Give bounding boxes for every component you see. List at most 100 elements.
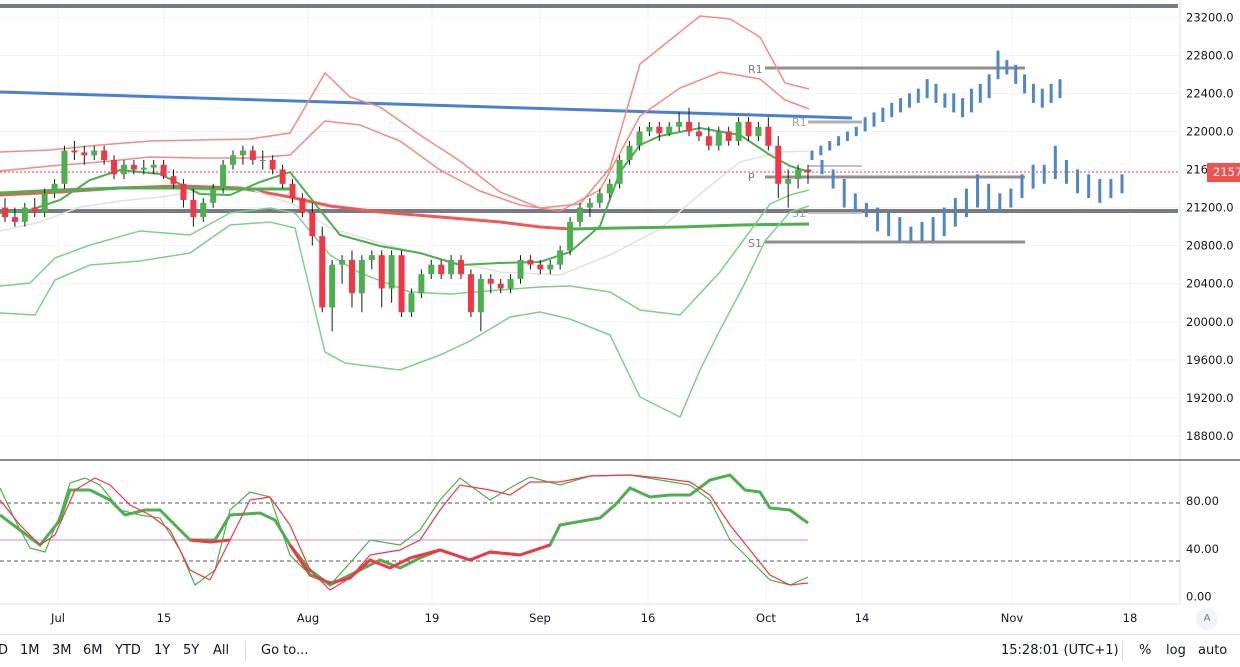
candle[interactable]	[567, 217, 574, 256]
candle[interactable]	[150, 160, 157, 175]
candle[interactable]	[41, 188, 48, 218]
candle[interactable]	[111, 155, 118, 180]
candle[interactable]	[160, 160, 167, 180]
candle[interactable]	[269, 155, 276, 175]
candle-body	[527, 259, 534, 265]
candle[interactable]	[279, 164, 286, 189]
range-all-button[interactable]: All	[213, 643, 230, 658]
candlestick-series[interactable]	[2, 107, 811, 332]
candle[interactable]	[666, 121, 673, 137]
candle[interactable]	[309, 202, 316, 246]
candle[interactable]	[576, 202, 583, 227]
range-5y-button[interactable]: 5Y	[183, 643, 200, 658]
range-6m-button[interactable]: 6M	[83, 643, 103, 658]
candle[interactable]	[636, 126, 643, 151]
candle[interactable]	[517, 255, 524, 284]
candle[interactable]	[795, 164, 802, 189]
candle[interactable]	[725, 126, 732, 146]
candle[interactable]	[547, 259, 554, 275]
candle[interactable]	[596, 188, 603, 208]
candle[interactable]	[755, 121, 762, 141]
candle[interactable]	[467, 269, 474, 318]
candle[interactable]	[130, 160, 137, 175]
candle[interactable]	[368, 250, 375, 270]
candle[interactable]	[319, 226, 326, 313]
candle[interactable]	[120, 160, 127, 180]
candle[interactable]	[735, 117, 742, 146]
candle[interactable]	[180, 179, 187, 208]
chart-canvas[interactable]: R1 R1 P S1 S1 23200.0 22800.0 22400.0 22000…	[0, 0, 1240, 634]
candle[interactable]	[220, 160, 227, 194]
range-1d-button[interactable]: D	[0, 643, 9, 658]
candle[interactable]	[418, 269, 425, 298]
range-3m-button[interactable]: 3M	[52, 643, 72, 658]
goto-date-button[interactable]: Go to...	[261, 643, 309, 658]
log-scale-toggle[interactable]: log	[1166, 643, 1186, 658]
candle[interactable]	[458, 255, 465, 279]
range-1m-button[interactable]: 1M	[20, 643, 40, 658]
candle[interactable]	[61, 145, 68, 189]
candle[interactable]	[358, 255, 365, 313]
candle[interactable]	[2, 198, 8, 222]
candle[interactable]	[686, 107, 693, 137]
candle[interactable]	[11, 207, 18, 227]
candle[interactable]	[805, 164, 811, 184]
candle[interactable]	[477, 274, 484, 332]
range-ytd-button[interactable]: YTD	[115, 643, 141, 658]
candle[interactable]	[71, 140, 78, 161]
candle[interactable]	[190, 188, 197, 227]
candle[interactable]	[715, 126, 722, 151]
candle-body	[230, 155, 237, 165]
candle[interactable]	[656, 121, 663, 141]
candle[interactable]	[31, 198, 38, 218]
candle[interactable]	[230, 150, 237, 170]
candle[interactable]	[170, 169, 177, 189]
candle[interactable]	[775, 136, 782, 199]
candle[interactable]	[140, 160, 147, 175]
candle[interactable]	[91, 145, 98, 161]
candle[interactable]	[289, 179, 296, 203]
candle[interactable]	[785, 169, 792, 208]
candle[interactable]	[339, 255, 346, 284]
percent-scale-toggle[interactable]: %	[1139, 643, 1152, 658]
candle[interactable]	[616, 155, 623, 189]
candle[interactable]	[299, 193, 306, 218]
candle[interactable]	[695, 121, 702, 141]
candle[interactable]	[388, 250, 395, 303]
candle[interactable]	[259, 150, 266, 170]
candle[interactable]	[438, 259, 445, 279]
candle[interactable]	[448, 255, 455, 279]
candle[interactable]	[21, 202, 28, 227]
candle[interactable]	[765, 117, 772, 151]
candle[interactable]	[249, 145, 256, 165]
candle[interactable]	[527, 255, 534, 270]
candle[interactable]	[239, 145, 246, 165]
candle[interactable]	[676, 112, 683, 132]
candle[interactable]	[378, 250, 385, 308]
candle[interactable]	[606, 179, 613, 199]
candle[interactable]	[586, 198, 593, 218]
candle[interactable]	[210, 183, 217, 208]
candle[interactable]	[101, 145, 108, 165]
candle[interactable]	[497, 278, 504, 294]
candle[interactable]	[705, 126, 712, 151]
candle[interactable]	[81, 145, 88, 165]
candle[interactable]	[507, 274, 514, 294]
candle[interactable]	[348, 250, 355, 308]
candle[interactable]	[537, 259, 544, 275]
auto-scale-badge[interactable]: A	[1196, 608, 1218, 630]
candle[interactable]	[51, 179, 58, 199]
candle[interactable]	[200, 198, 207, 222]
candle[interactable]	[646, 121, 653, 137]
candle[interactable]	[745, 117, 752, 141]
candle[interactable]	[428, 259, 435, 279]
candle[interactable]	[408, 288, 415, 318]
candle[interactable]	[557, 245, 564, 270]
candle[interactable]	[626, 140, 633, 165]
candle[interactable]	[487, 274, 494, 294]
clock-timezone[interactable]: 15:28:01 (UTC+1)	[1001, 643, 1119, 658]
range-1y-button[interactable]: 1Y	[154, 643, 171, 658]
candle[interactable]	[329, 259, 336, 332]
auto-scale-toggle[interactable]: auto	[1198, 643, 1228, 658]
candle[interactable]	[398, 250, 405, 318]
